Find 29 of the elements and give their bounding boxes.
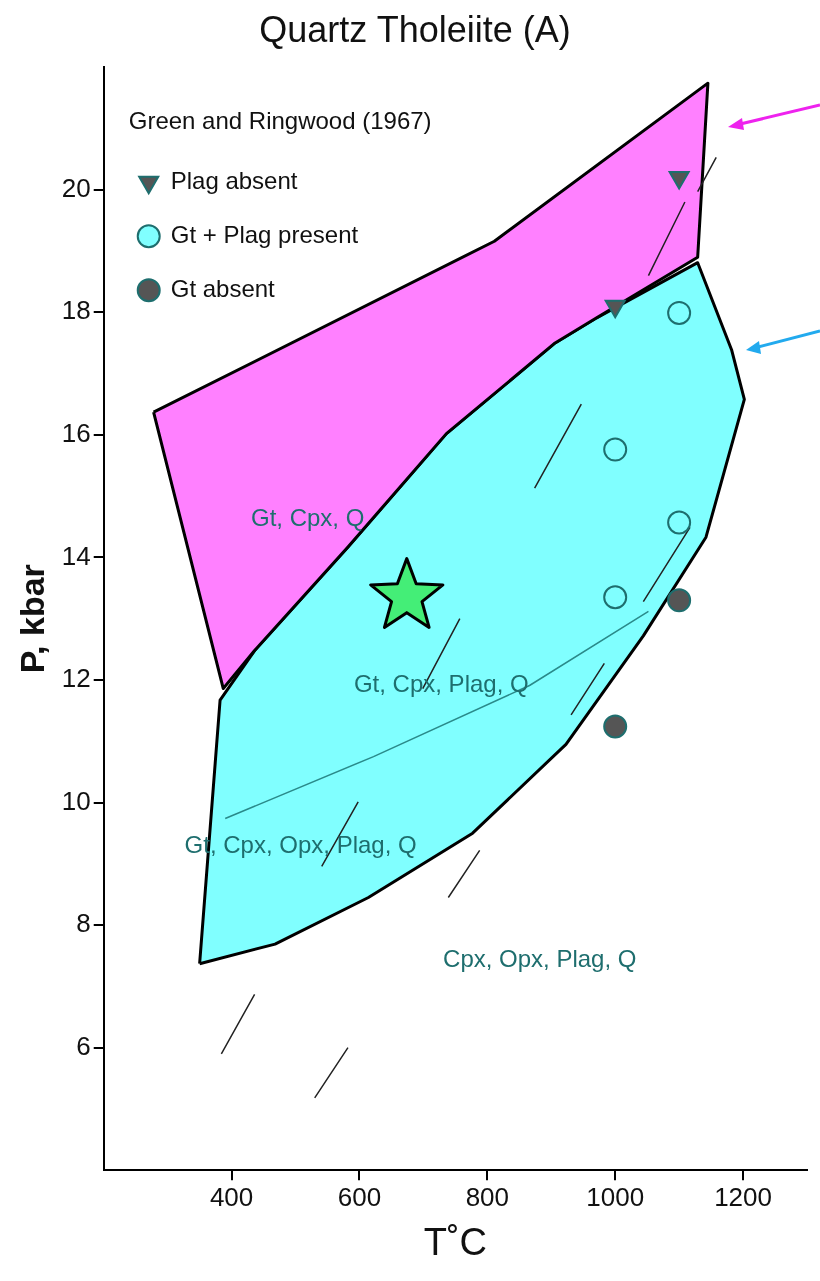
- y-tick-label: 18: [61, 295, 91, 326]
- point: [668, 171, 690, 190]
- legend-label: Gt + Plag present: [170, 220, 359, 248]
- y-tick-label: 6: [76, 1030, 91, 1061]
- annotation: Gt, Cpx, Q: [250, 504, 365, 532]
- point: [603, 714, 628, 739]
- x-tick-label: 800: [465, 1181, 510, 1212]
- x-tick-label: 600: [337, 1181, 382, 1212]
- legend-title: Green and Ringwood (1967): [128, 106, 432, 134]
- point: [603, 437, 628, 462]
- x-tick-label: 1000: [586, 1181, 645, 1212]
- y-tick-label: 14: [61, 540, 91, 571]
- x-axis-title: T˚C: [423, 1220, 488, 1263]
- legend-label: Plag absent: [170, 166, 298, 194]
- y-tick-label: 20: [61, 172, 91, 203]
- point: [667, 588, 692, 613]
- point: [603, 585, 628, 610]
- y-tick-label: 8: [76, 908, 91, 939]
- legend-label: Gt absent: [170, 274, 276, 302]
- y-tick-label: 16: [61, 418, 91, 449]
- chart-title: Quartz Tholeiite (A): [259, 8, 571, 50]
- y-axis-title: P, kbar: [12, 564, 51, 674]
- point: [604, 299, 626, 319]
- y-tick-label: 10: [61, 785, 91, 816]
- x-tick-label: 1200: [714, 1181, 772, 1212]
- point: [667, 510, 692, 535]
- annotation: Cpx, Opx, Plag, Q: [443, 945, 637, 973]
- y-tick-label: 12: [61, 663, 91, 694]
- x-tick-label: 400: [209, 1181, 254, 1212]
